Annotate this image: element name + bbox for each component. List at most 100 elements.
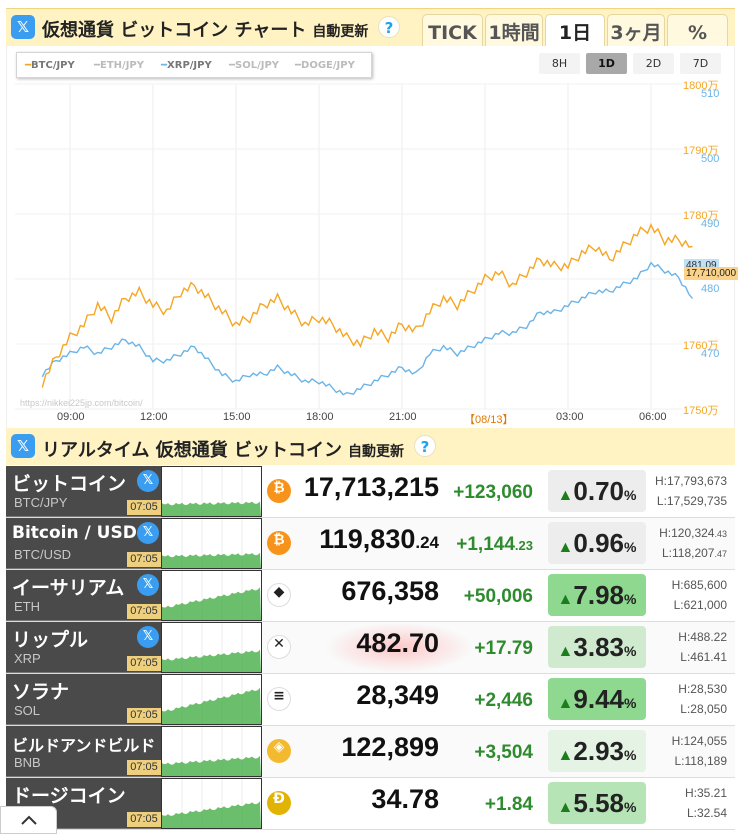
- x-share-icon[interactable]: 𝕏: [11, 434, 35, 458]
- day-high: H:17,793,673: [654, 474, 727, 488]
- coin-symbol: BNB: [14, 755, 41, 770]
- tab-3month[interactable]: 3ヶ月: [607, 14, 665, 48]
- scroll-top-button[interactable]: [0, 806, 57, 834]
- auto-update-label: 自動更新: [348, 444, 404, 460]
- help-icon[interactable]: ?: [414, 435, 436, 457]
- coin-name: ソラナ: [12, 681, 70, 703]
- ethereum-icon: ◆: [267, 583, 291, 607]
- bnb-icon: ◈: [267, 739, 291, 763]
- range-1d-button[interactable]: 1D: [586, 53, 627, 74]
- table-row[interactable]: Bitcoin / USD BTC/USD 𝕏 07:05 ₿ 119,830.24 +1,…: [6, 518, 735, 570]
- sparkline: [162, 571, 261, 620]
- coin-name: イーサリアム: [12, 577, 125, 599]
- table-row[interactable]: ソラナ SOL 07:05 ≡ 28,349 +2,446 ▲9.44% H:28,530 L:…: [6, 674, 735, 726]
- coin-name: ビットコイン: [12, 473, 127, 495]
- chart-title: 仮想通貨 ビットコイン チャート 自動更新: [42, 16, 368, 42]
- series-line-xrp-jpy: [41, 261, 694, 396]
- legend-item-eth[interactable]: ━ETH/JPY: [94, 60, 144, 71]
- coin-name: ビルドアンドビルド: [12, 736, 156, 755]
- x-share-icon[interactable]: 𝕏: [137, 626, 159, 648]
- price-chart-plot: [15, 83, 694, 410]
- range-7d-button[interactable]: 7D: [680, 53, 721, 74]
- realtime-title-text: リアルタイム 仮想通貨 ビットコイン: [42, 440, 342, 461]
- sparkline: [162, 467, 261, 516]
- x-share-icon[interactable]: 𝕏: [137, 574, 159, 596]
- x-share-icon[interactable]: 𝕏: [11, 15, 35, 39]
- bitcoin-icon: ₿: [267, 479, 291, 503]
- y-left-tick: 1750万: [683, 405, 719, 417]
- sparkline: [162, 675, 261, 724]
- table-row[interactable]: ドージコイン 07:05 Ð 34.78 +1.84 ▲5.58% H:35.21 L:32.…: [6, 778, 735, 830]
- percent-change-badge: ▲7.98%: [548, 574, 646, 616]
- day-high: H:28,530: [678, 682, 727, 696]
- up-arrow-icon: ▲: [557, 539, 574, 556]
- current-price: 17,713,215: [303, 472, 439, 502]
- range-8h-button[interactable]: 8H: [539, 53, 580, 74]
- y-left-tick: 1800万: [683, 80, 719, 92]
- sparkline-chart[interactable]: [161, 726, 262, 777]
- table-row[interactable]: リップル XRP 𝕏 07:05 ✕ 482.70 +17.79 ▲3.83% H:488.22…: [6, 622, 735, 674]
- update-time: 07:05: [127, 500, 161, 515]
- current-price: 28,349: [356, 680, 439, 710]
- current-price: 482.70: [356, 628, 439, 658]
- update-time: 07:05: [127, 708, 161, 723]
- day-low: L:17,529,735: [656, 494, 727, 508]
- up-arrow-icon: ▲: [557, 799, 574, 816]
- chart-legend: ━BTC/JPY ━ETH/JPY ━XRP/JPY ━SOL/JPY ━DOG…: [16, 52, 372, 78]
- tab-1day[interactable]: 1日: [545, 14, 605, 49]
- x-share-icon[interactable]: 𝕏: [137, 470, 159, 492]
- price-change: +3,504: [474, 742, 533, 763]
- legend-item-xrp[interactable]: ━XRP/JPY: [161, 60, 212, 71]
- table-row[interactable]: ビルドアンドビルド BNB 07:05 ◈ 122,899 +3,504 ▲2.93% H:1…: [6, 726, 735, 778]
- solana-icon: ≡: [267, 687, 291, 711]
- sparkline-chart[interactable]: [161, 570, 262, 621]
- range-2d-button[interactable]: 2D: [633, 53, 674, 74]
- table-row[interactable]: ビットコイン BTC/JPY 𝕏 07:05 ₿ 17,713,215 +123,060 ▲0…: [6, 466, 735, 518]
- realtime-title: リアルタイム 仮想通貨 ビットコイン 自動更新: [42, 436, 404, 462]
- current-price: 676,358: [341, 576, 439, 606]
- chart-header: 𝕏 仮想通貨 ビットコイン チャート 自動更新 ? TICK 1時間 1日 3ヶ月…: [6, 8, 735, 49]
- up-arrow-icon: ▲: [557, 695, 574, 712]
- sparkline-chart[interactable]: [161, 622, 262, 673]
- coin-name-cell[interactable]: ビットコイン BTC/JPY 𝕏: [6, 466, 161, 517]
- y-right-tick: 510: [701, 88, 720, 100]
- sparkline-chart[interactable]: [161, 674, 262, 725]
- legend-item-doge[interactable]: ━DOGE/JPY: [295, 60, 355, 71]
- y-right-tick: 490: [701, 218, 720, 230]
- current-price: 122,899: [341, 732, 439, 762]
- coin-name-cell[interactable]: ビルドアンドビルド BNB: [6, 726, 161, 777]
- x-tick: 09:00: [57, 411, 85, 423]
- price-flash: [324, 622, 474, 673]
- percent-change-badge: ▲0.70%: [548, 470, 646, 512]
- price-change: +2,446: [474, 690, 533, 711]
- up-arrow-icon: ▲: [557, 487, 574, 504]
- day-high: H:120,324.43: [659, 526, 727, 540]
- bitcoin-icon: ₿: [267, 531, 291, 555]
- coin-symbol: BTC/JPY: [14, 495, 68, 510]
- update-time: 07:05: [127, 812, 161, 827]
- current-price: 34.78: [371, 784, 439, 814]
- xrp-icon: ✕: [267, 635, 291, 659]
- legend-item-sol[interactable]: ━SOL/JPY: [229, 60, 280, 71]
- day-low: L:461.41: [680, 650, 727, 664]
- tab-1hour[interactable]: 1時間: [485, 14, 543, 48]
- day-low: L:118,207.47: [661, 546, 727, 560]
- sparkline-chart[interactable]: [161, 518, 262, 569]
- x-tick: 18:00: [306, 411, 334, 423]
- price-change: +123,060: [453, 482, 533, 503]
- tab-tick[interactable]: TICK: [422, 14, 483, 48]
- day-high: H:685,600: [671, 578, 727, 592]
- sparkline: [162, 727, 261, 776]
- x-share-icon[interactable]: 𝕏: [137, 522, 159, 544]
- chevron-up-icon: [20, 815, 37, 825]
- coin-symbol: SOL: [14, 703, 41, 718]
- sparkline-chart[interactable]: [161, 466, 262, 517]
- legend-item-btc[interactable]: ━BTC/JPY: [25, 60, 75, 71]
- tab-percent[interactable]: %: [667, 14, 728, 48]
- help-icon[interactable]: ?: [378, 16, 400, 38]
- coin-name: リップル: [12, 629, 89, 651]
- percent-change-badge: ▲0.96%: [548, 522, 646, 564]
- coin-symbol: ETH: [14, 599, 40, 614]
- table-row[interactable]: イーサリアム ETH 𝕏 07:05 ◆ 676,358 +50,006 ▲7.98% H:68…: [6, 570, 735, 622]
- sparkline-chart[interactable]: [161, 778, 262, 829]
